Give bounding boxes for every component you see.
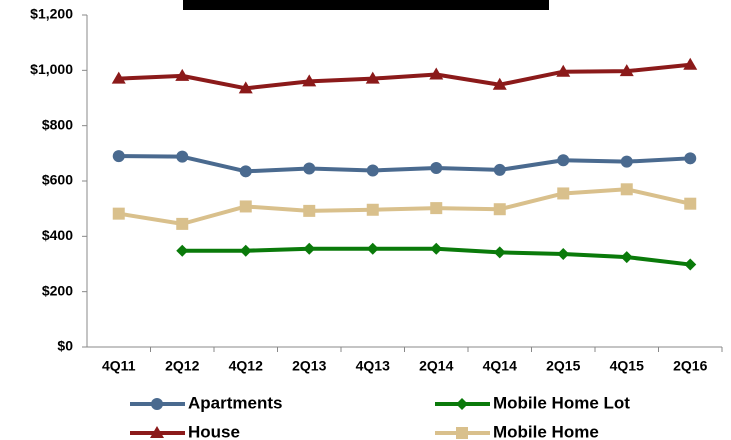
- point: [492, 77, 507, 90]
- point: [303, 204, 316, 217]
- legend-marker: [150, 426, 164, 438]
- point: [303, 242, 316, 255]
- point: [557, 154, 570, 167]
- series-line: [118, 62, 691, 91]
- point: [557, 187, 570, 200]
- point: [430, 202, 443, 215]
- x-tick-label: 4Q13: [356, 358, 390, 374]
- point: [238, 81, 253, 94]
- point: [430, 242, 443, 255]
- point: [619, 64, 634, 77]
- point: [493, 163, 506, 176]
- point: [176, 244, 189, 257]
- point: [239, 165, 252, 178]
- point: [302, 74, 317, 87]
- point: [176, 150, 189, 163]
- point: [493, 246, 506, 259]
- point: [684, 152, 697, 165]
- point: [429, 67, 444, 80]
- point: [366, 164, 379, 177]
- legend-label: House: [188, 422, 240, 440]
- legend-label: Mobile Home: [493, 422, 599, 440]
- x-tick-label: 4Q15: [610, 358, 644, 374]
- x-tick-label: 2Q13: [292, 358, 326, 374]
- y-tick-label: $1,200: [30, 6, 73, 22]
- point: [620, 183, 633, 196]
- y-tick-label: $200: [42, 282, 73, 298]
- point: [683, 57, 698, 70]
- y-tick-label: $1,000: [30, 61, 73, 77]
- x-tick-label: 2Q15: [546, 358, 580, 374]
- y-tick-label: $0: [57, 338, 73, 354]
- legend-label: Apartments: [188, 393, 282, 412]
- point: [493, 203, 506, 216]
- point: [365, 71, 380, 84]
- point: [176, 217, 189, 230]
- point: [239, 244, 252, 257]
- y-tick-label: $400: [42, 227, 73, 243]
- point: [684, 197, 697, 210]
- series-line: [118, 154, 691, 174]
- x-tick-label: 4Q14: [483, 358, 517, 374]
- legend-marker: [456, 427, 468, 439]
- point: [111, 71, 126, 84]
- legend-marker: [151, 398, 163, 410]
- point: [620, 251, 633, 264]
- legend-marker: [456, 398, 468, 410]
- point: [430, 161, 443, 174]
- point: [366, 242, 379, 255]
- point: [557, 248, 570, 261]
- x-tick-label: 2Q12: [165, 358, 199, 374]
- point: [556, 64, 571, 77]
- point: [112, 207, 125, 220]
- x-tick-label: 4Q12: [229, 358, 263, 374]
- x-tick-label: 4Q11: [102, 358, 136, 374]
- legend: Apartments Mobile Home Lot House Mobile Hom…: [130, 393, 630, 440]
- point: [112, 150, 125, 163]
- point: [239, 200, 252, 213]
- point: [620, 155, 633, 168]
- title-box: [183, 0, 549, 10]
- series-line: [118, 187, 691, 226]
- point: [303, 162, 316, 175]
- y-tick-label: $800: [42, 116, 73, 132]
- x-tick-label: 2Q14: [419, 358, 453, 374]
- point: [175, 68, 190, 81]
- point: [366, 203, 379, 216]
- legend-label: Mobile Home Lot: [493, 393, 630, 412]
- x-tick-label: 2Q16: [673, 358, 707, 374]
- point: [684, 258, 697, 271]
- y-tick-label: $600: [42, 172, 73, 188]
